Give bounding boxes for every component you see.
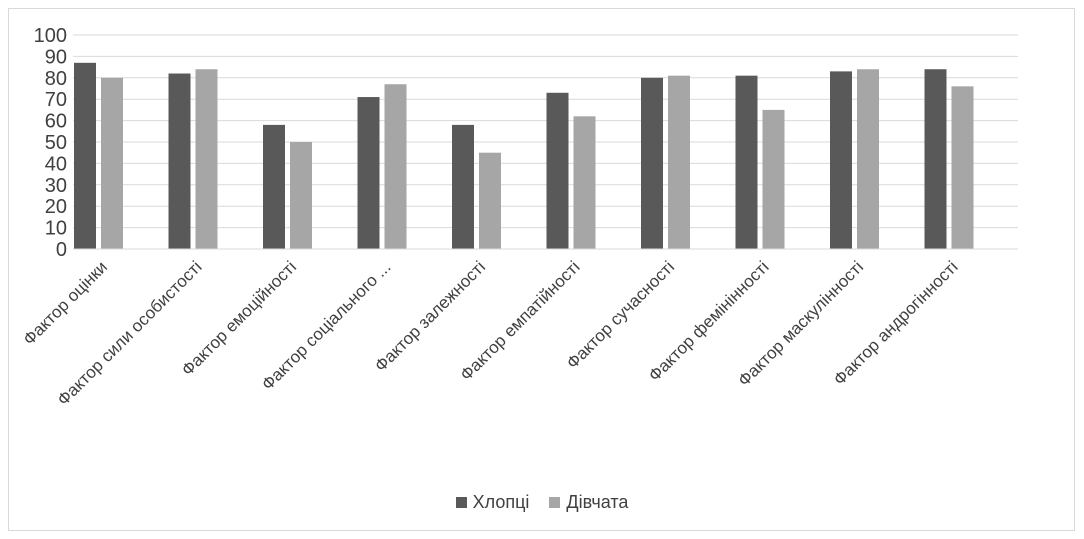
bar-series-1	[168, 73, 191, 250]
bar-series-2	[951, 86, 974, 249]
y-tick-label: 100	[34, 25, 67, 47]
y-tick-label: 10	[45, 218, 67, 240]
bar-series-1	[830, 71, 852, 249]
bars	[74, 62, 974, 250]
bar-series-1	[357, 97, 380, 249]
x-category-label: Фактор оцінки	[19, 257, 111, 349]
legend: Хлопці Дівчата	[0, 492, 1084, 513]
bar-series-2	[290, 142, 312, 249]
y-tick-label: 30	[45, 175, 67, 197]
bar-series-1	[452, 124, 474, 249]
legend-swatch-series-2	[549, 497, 561, 508]
y-tick-label: 90	[45, 46, 67, 68]
bar-series-1	[924, 69, 947, 250]
legend-label-series-2: Дівчата	[566, 492, 629, 512]
bar-series-2	[479, 152, 501, 249]
bar-series-2	[762, 109, 785, 250]
bar-series-2	[573, 116, 596, 249]
y-tick-label: 60	[45, 111, 67, 133]
bar-series-2	[857, 69, 879, 250]
bar-series-2	[195, 69, 218, 250]
bar-series-2	[101, 77, 123, 249]
y-tick-label: 20	[45, 196, 67, 218]
bar-series-1	[735, 75, 758, 249]
bar-series-1	[546, 92, 569, 249]
y-tick-label: 80	[45, 68, 67, 90]
bar-series-2	[384, 84, 407, 249]
legend-label-series-1: Хлопці	[472, 492, 530, 512]
y-tick-label: 0	[56, 239, 67, 261]
bar-series-1	[74, 62, 96, 249]
bar-series-1	[641, 77, 663, 249]
y-tick-label: 40	[45, 153, 67, 175]
y-tick-label: 50	[45, 132, 67, 154]
bar-series-1	[263, 124, 285, 249]
legend-item-series-1: Хлопці	[455, 492, 530, 513]
y-tick-label: 70	[45, 89, 67, 111]
bar-series-2	[668, 75, 690, 249]
legend-item-series-2: Дівчата	[549, 492, 628, 513]
legend-swatch-series-1	[455, 497, 467, 508]
